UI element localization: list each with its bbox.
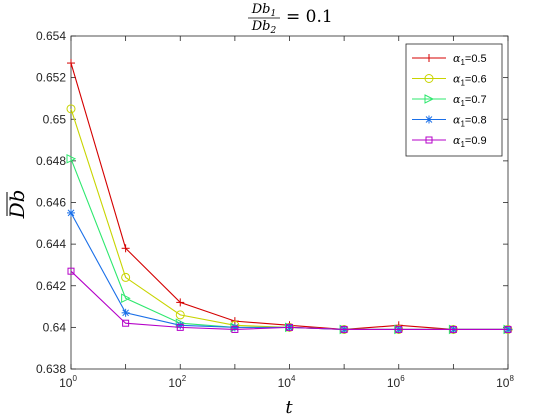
legend-label: α1=0.7 [453,93,487,108]
legend-item: α1=0.7 [412,93,487,108]
data-point-marker [504,325,512,333]
chart-title: Db1 Db2 = 0.1 [248,2,333,36]
y-tick-label: 0.638 [36,362,66,376]
y-tick-label: 0.65 [43,112,67,126]
data-point-marker [66,153,77,164]
x-axis-label: t [285,397,293,418]
legend-box [405,43,503,157]
y-tick-label: 0.654 [36,29,66,43]
x-tick-label: 108 [496,374,514,390]
data-point-marker [121,293,131,304]
x-tick-label: 100 [59,374,77,390]
x-tick-label: 102 [168,374,186,390]
legend-item: α1=0.6 [412,73,487,88]
data-point-marker [121,272,131,282]
series-4 [67,208,512,334]
data-point-marker [286,323,293,331]
title-denominator-base: Db [251,19,271,34]
legend-item: α1=0.5 [412,52,487,67]
series-line [70,212,508,331]
data-point-marker [67,208,75,217]
data-point-marker [176,298,185,307]
legend-label: α1=0.5 [453,52,487,67]
data-point-marker [67,267,75,275]
legend: α1=0.5 α1=0.6 α1=0.7 α1=0.8 α1=0.9 [405,43,503,157]
y-tick-label: 0.652 [36,71,66,85]
legend-label: α1=0.6 [453,73,487,88]
legend-marker [424,74,434,83]
data-point-marker [121,244,130,253]
y-tick-label: 0.646 [36,196,66,210]
data-point-marker [176,323,184,331]
title-denominator-sub: 2 [270,26,277,36]
legend-item: α1=0.9 [412,134,487,149]
data-point-marker [231,325,239,333]
y-tick-label: 0.648 [36,154,66,168]
title-numerator-base: Db [251,2,271,17]
data-point-marker [67,59,75,68]
data-point-marker [340,325,348,333]
data-point-marker [66,104,76,114]
series-3 [66,153,514,335]
legend-marker [425,54,433,62]
y-tick-label: 0.642 [36,279,66,293]
legend-label: α1=0.9 [453,134,487,149]
svg-text:Db2: Db2 [251,19,277,36]
series-line [70,270,508,331]
x-tick-label: 106 [387,374,405,390]
data-point-marker [175,310,185,320]
svg-text:Db1: Db1 [251,2,276,19]
title-numerator-sub: 1 [271,9,277,19]
data-point-marker [121,308,130,317]
legend-marker [425,136,433,144]
y-axis-label: Db [5,190,29,220]
legend-label: α1=0.8 [453,114,487,129]
legend-marker [425,115,433,124]
legend-item: α1=0.8 [412,114,487,129]
y-tick-label: 0.644 [36,237,66,251]
x-tick-label: 104 [278,374,296,390]
data-point-marker [122,319,130,327]
y-axis-label-text: Db [5,190,29,220]
data-point-marker [449,325,457,333]
series-line [70,158,508,331]
title-rhs: = 0.1 [286,7,333,27]
series-5 [67,267,512,333]
y-tick-label: 0.64 [43,320,67,334]
legend-marker [424,94,435,104]
data-point-marker [395,325,403,333]
